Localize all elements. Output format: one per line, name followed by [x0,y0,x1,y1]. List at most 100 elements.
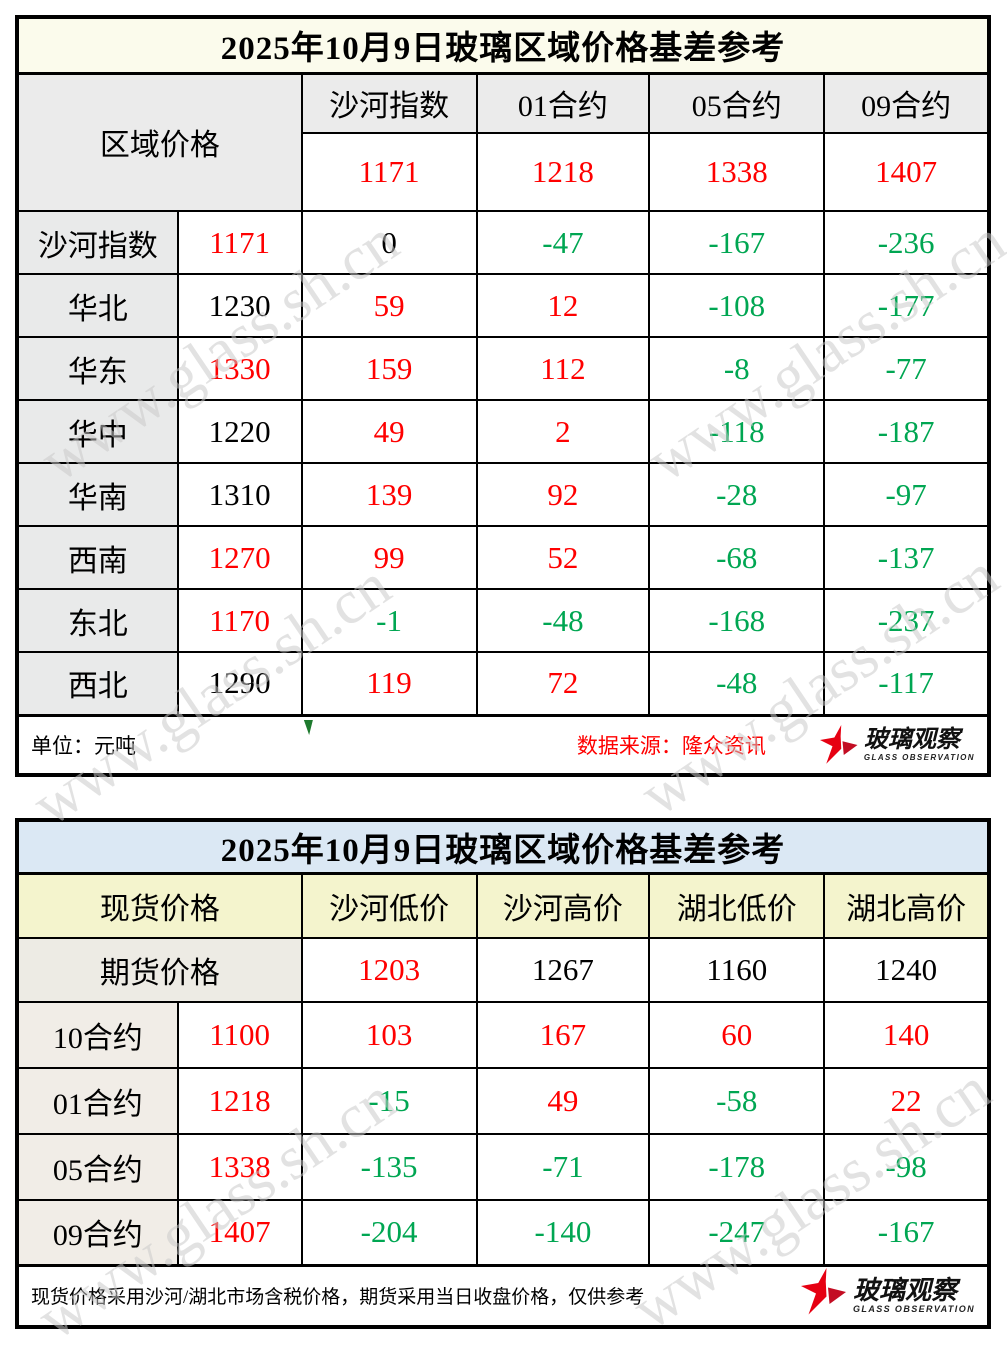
basis-cell: -247 [648,1198,826,1267]
price-cell: 1270 [176,525,303,590]
row-label: 05合约 [16,1132,179,1201]
glass-observation-logo: 玻璃观察 GLASS OBSERVATION [819,722,975,768]
footer-note: 现货价格采用沙河/湖北市场含税价格，期货采用当日收盘价格，仅供参考 [31,1287,645,1309]
futures-price-label: 期货价格 [16,936,303,1003]
logo-title: 玻璃观察 [853,1275,958,1306]
basis-cell: -108 [648,273,826,338]
data-source-note: 数据来源：隆众资讯 [576,733,766,758]
basis-cell: 99 [300,525,478,590]
basis-cell: -140 [475,1198,651,1267]
row-label: 01合约 [16,1066,179,1135]
futures-price-cell: 1218 [475,132,651,212]
column-header: 01合约 [475,72,651,134]
basis-cell: -177 [823,273,990,338]
basis-cell: 167 [475,1000,651,1069]
table-row: 西南 1270 99 52 -68 -137 [16,525,990,590]
table-footer: 现货价格采用沙河/湖北市场含税价格，期货采用当日收盘价格，仅供参考 玻璃观察 G… [16,1264,990,1328]
spot-price-cell: 1203 [300,936,478,1003]
spot-basis-table: 2025年10月9日玻璃区域价格基差参考 现货价格 沙河低价 沙河高价 湖北低价 湖北… [15,818,991,1329]
basis-cell: -118 [648,399,826,464]
glass-observation-logo: 玻璃观察 GLASS OBSERVATION [801,1268,975,1319]
basis-cell: 12 [475,273,651,338]
basis-cell: 92 [475,462,651,527]
price-cell: 1290 [176,651,303,716]
basis-cell: -8 [648,336,826,401]
basis-cell: -236 [823,210,990,275]
row-label: 沙河指数 [16,210,179,275]
basis-cell: -137 [823,525,990,590]
basis-cell: -167 [823,1198,990,1267]
price-cell: 1230 [176,273,303,338]
table-title: 2025年10月9日玻璃区域价格基差参考 [16,16,990,75]
logo-star-icon [819,724,858,764]
basis-cell: -178 [648,1132,826,1201]
table-row: 西北 1290 119 72 -48 -117 [16,651,990,716]
basis-cell: 59 [300,273,478,338]
basis-cell: -237 [823,588,990,653]
logo-subtitle: GLASS OBSERVATION [863,752,975,762]
basis-cell: 159 [300,336,478,401]
table-row: 华南 1310 139 92 -28 -97 [16,462,990,527]
unit-note: 单位：元吨 [31,733,136,758]
basis-cell: 60 [648,1000,826,1069]
basis-cell: 49 [475,1066,651,1135]
row-label: 10合约 [16,1000,179,1069]
price-cell: 1310 [176,462,303,527]
table-footer: 单位：元吨 数据来源：隆众资讯 玻璃观察 GLASS OBSERVATION [16,713,990,776]
column-header: 沙河高价 [475,872,651,939]
corner-label: 现货价格 [16,872,303,939]
basis-cell: -117 [823,651,990,716]
table-row: 沙河指数 1171 0 -47 -167 -236 [16,210,990,275]
basis-cell: -48 [475,588,651,653]
basis-cell: 139 [300,462,478,527]
basis-cell: -48 [648,651,826,716]
basis-cell: 72 [475,651,651,716]
column-header: 09合约 [823,72,990,134]
basis-cell: 119 [300,651,478,716]
price-cell: 1170 [176,588,303,653]
basis-cell: -47 [475,210,651,275]
table-row: 05合约 1338 -135 -71 -178 -98 [16,1132,990,1201]
basis-cell: 52 [475,525,651,590]
row-label: 华北 [16,273,179,338]
spot-price-cell: 1240 [823,936,990,1003]
basis-cell: 112 [475,336,651,401]
basis-cell: -97 [823,462,990,527]
basis-cell: 0 [300,210,478,275]
price-cell: 1218 [176,1066,303,1135]
row-label: 09合约 [16,1198,179,1267]
logo-subtitle: GLASS OBSERVATION [853,1304,975,1315]
futures-price-cell: 1171 [300,132,478,212]
basis-cell: -98 [823,1132,990,1201]
basis-cell: -135 [300,1132,478,1201]
basis-cell: -68 [648,525,826,590]
logo-title: 玻璃观察 [863,725,960,753]
basis-cell: -1 [300,588,478,653]
basis-cell: 103 [300,1000,478,1069]
basis-cell: -204 [300,1198,478,1267]
basis-cell: -187 [823,399,990,464]
column-header: 沙河指数 [300,72,478,134]
table-row: 华中 1220 49 2 -118 -187 [16,399,990,464]
spot-price-cell: 1267 [475,936,651,1003]
basis-cell: -167 [648,210,826,275]
column-header: 湖北高价 [823,872,990,939]
basis-cell: -168 [648,588,826,653]
row-label: 西北 [16,651,179,716]
basis-cell: 22 [823,1066,990,1135]
price-cell: 1338 [176,1132,303,1201]
basis-cell: 49 [300,399,478,464]
corner-label: 区域价格 [16,72,303,212]
regional-basis-table: 2025年10月9日玻璃区域价格基差参考 区域价格 沙河指数 01合约 05合约 09… [15,15,991,777]
basis-cell: -28 [648,462,826,527]
table-row: 09合约 1407 -204 -140 -247 -167 [16,1198,990,1267]
basis-cell: -15 [300,1066,478,1135]
row-label: 华中 [16,399,179,464]
row-label: 华南 [16,462,179,527]
table-row: 10合约 1100 103 167 60 140 [16,1000,990,1069]
row-label: 西南 [16,525,179,590]
logo-star-icon [801,1268,847,1315]
table-row: 华东 1330 159 112 -8 -77 [16,336,990,401]
basis-cell: -71 [475,1132,651,1201]
